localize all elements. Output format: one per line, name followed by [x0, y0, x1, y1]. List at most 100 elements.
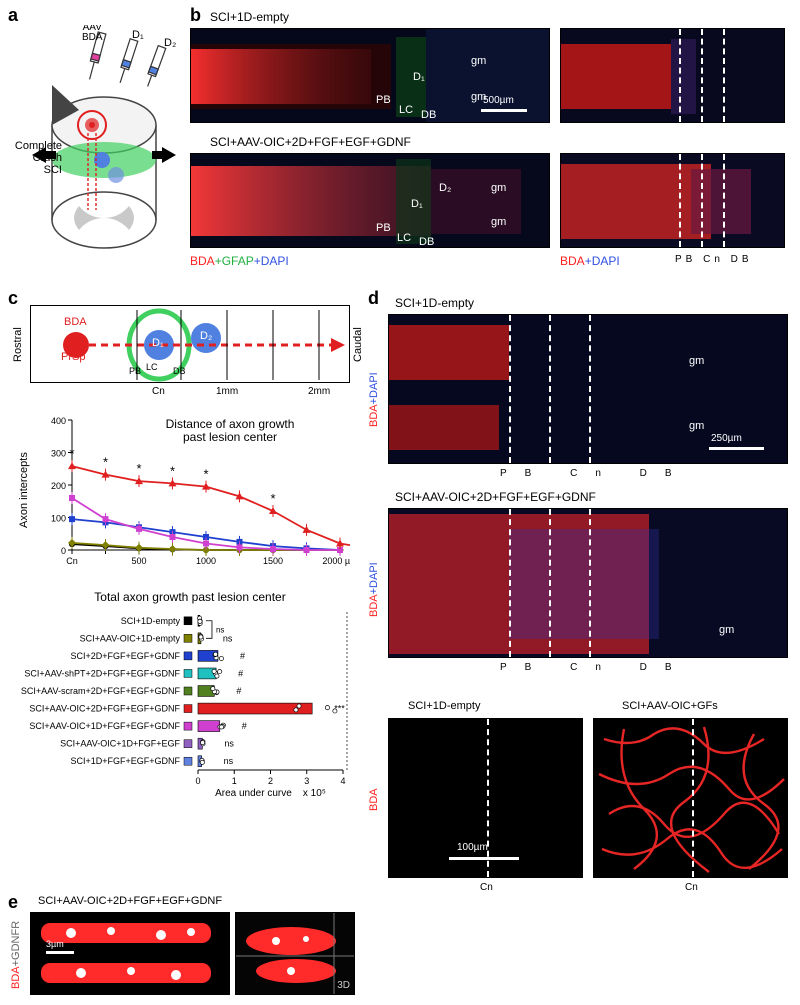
d-r2-gm: gm: [719, 624, 734, 636]
panel-label-a: a: [8, 5, 18, 26]
panel-label-b: b: [190, 5, 201, 26]
svg-text:200: 200: [51, 481, 66, 491]
b-row2-left-image: PB LC DB D₁ D₂ gm gm: [190, 153, 550, 248]
svg-text:ns: ns: [223, 633, 233, 643]
svg-text:***: ***: [334, 704, 345, 714]
d-small-right-label: SCI+AAV-OIC+GFs: [622, 700, 718, 712]
svg-text:#: #: [240, 651, 245, 661]
e-cond-label: SCI+AAV-OIC+2D+FGF+EGF+GDNF: [38, 895, 222, 907]
b-r2l-gm2: gm: [491, 216, 506, 228]
b-r1l-d1: D₁: [413, 71, 425, 83]
d-small-stain: BDA: [368, 750, 380, 850]
b-r1l-lc: LC: [399, 104, 413, 116]
svg-text:SCI+AAV-OIC+2D+FGF+EGF+GDNF: SCI+AAV-OIC+2D+FGF+EGF+GDNF: [29, 704, 180, 714]
svg-text:*: *: [136, 461, 141, 476]
d-small-left-label: SCI+1D-empty: [408, 700, 480, 712]
c-schematic: BDA PrSp D₁ D₂ PB LC DB: [30, 305, 350, 383]
d-r1-gm1: gm: [689, 355, 704, 367]
d-row1-marks: PB Cn DB: [500, 468, 690, 479]
svg-text:SCI+AAV-shPT+2D+FGF+EGF+GDNF: SCI+AAV-shPT+2D+FGF+EGF+GDNF: [24, 668, 180, 678]
syringe-2-label: D₁: [132, 29, 144, 41]
svg-text:SCI+AAV-OIC+1D+FGF+EGF: SCI+AAV-OIC+1D+FGF+EGF: [60, 739, 180, 749]
d-row1-scalebar-text: 250µm: [711, 433, 742, 444]
b-right-marks: PB Cn DB: [675, 254, 753, 265]
c-schem-cn: Cn: [152, 386, 165, 397]
svg-text:ns: ns: [224, 756, 234, 766]
b-cond1-label: SCI+1D-empty: [210, 10, 289, 24]
d-small-scalebar: [449, 857, 519, 860]
svg-text:SCI+1D+FGF+EGF+GDNF: SCI+1D+FGF+EGF+GDNF: [70, 756, 180, 766]
c-line-title: Distance of axon growthpast lesion cente…: [130, 418, 330, 444]
d-row1-scalebar: [709, 447, 764, 450]
b-r1l-gm1: gm: [471, 55, 486, 67]
e-left-image: 3µm: [30, 912, 230, 995]
c-schem-1mm: 1mm: [216, 386, 238, 397]
svg-text:300: 300: [51, 449, 66, 459]
e-scalebar-text: 3µm: [46, 939, 64, 949]
svg-text:SCI+AAV-scram+2D+FGF+EGF+GDNF: SCI+AAV-scram+2D+FGF+EGF+GDNF: [21, 686, 181, 696]
c-bar-chart: 0 1 2 3 4 Area under curve x 10⁵ SCI+1D-empty n…: [10, 608, 355, 798]
b-stain2: BDA+DAPI: [560, 254, 620, 268]
svg-text:1: 1: [232, 776, 237, 786]
d-small-scalebar-text: 100µm: [457, 842, 488, 853]
svg-text:SCI+AAV-OIC+1D+FGF+EGF+GDNF: SCI+AAV-OIC+1D+FGF+EGF+GDNF: [29, 721, 180, 731]
panel-label-d: d: [368, 288, 379, 309]
svg-text:*: *: [103, 455, 108, 470]
c-bar-title: Total axon growth past lesion center: [40, 590, 340, 604]
e-right-image: 3D: [235, 912, 355, 995]
e-3d-label: 3D: [337, 980, 350, 991]
b-r2l-lc: LC: [397, 232, 411, 244]
svg-text:SCI+1D-empty: SCI+1D-empty: [121, 616, 181, 626]
svg-text:ns: ns: [224, 739, 234, 749]
svg-text:2: 2: [268, 776, 273, 786]
c-schem-db: DB: [173, 366, 186, 376]
panel-label-c: c: [8, 288, 18, 309]
b-r2l-db: DB: [419, 236, 434, 248]
syringe-1-label: AAVBDA: [82, 25, 103, 43]
c-schem-caudal: Caudal: [352, 312, 364, 377]
c-schem-rostral: Rostral: [12, 312, 24, 377]
b-r1l-db: DB: [421, 109, 436, 121]
d-row1-image: gm gm 250µm: [388, 314, 788, 464]
d-cond1-label: SCI+1D-empty: [395, 296, 474, 310]
svg-text:*: *: [170, 463, 175, 478]
svg-text:#: #: [238, 668, 243, 678]
e-stain: BDA+GDNFR: [10, 915, 22, 995]
b-cond2-label: SCI+AAV-OIC+2D+FGF+EGF+GDNF: [210, 135, 411, 149]
syringe-3-label: D₂: [164, 37, 176, 49]
b-r2l-d2: D₂: [439, 182, 451, 194]
svg-text:SCI+2D+FGF+EGF+GDNF: SCI+2D+FGF+EGF+GDNF: [70, 651, 180, 661]
svg-text:500: 500: [131, 556, 146, 566]
svg-text:1000: 1000: [196, 556, 216, 566]
svg-text:0: 0: [195, 776, 200, 786]
d-row1-stain: BDA+DAPI: [368, 340, 380, 460]
d-cond2-label: SCI+AAV-OIC+2D+FGF+EGF+GDNF: [395, 490, 596, 504]
c-schem-2mm: 2mm: [308, 386, 330, 397]
d-small-right-image: [593, 718, 788, 878]
svg-text:4: 4: [340, 776, 345, 786]
svg-text:1500: 1500: [263, 556, 283, 566]
svg-text:SCI+AAV-OIC+1D-empty: SCI+AAV-OIC+1D-empty: [80, 633, 181, 643]
c-schem-d1: D₁: [152, 337, 164, 349]
b-row2-right-image: [560, 153, 785, 248]
svg-text:400: 400: [51, 416, 66, 426]
d-small-right-cn: Cn: [685, 882, 698, 893]
b-row1-scalebar-text: 500µm: [483, 95, 514, 106]
d-small-left-cn: Cn: [480, 882, 493, 893]
svg-text:3: 3: [304, 776, 309, 786]
panel-label-e: e: [8, 892, 18, 913]
svg-text:ns: ns: [216, 626, 224, 635]
svg-text:#: #: [242, 721, 247, 731]
b-stain1: BDA+GFAP+DAPI: [190, 254, 289, 268]
svg-text:0: 0: [61, 546, 66, 556]
b-r2l-pb: PB: [376, 222, 391, 234]
d-row2-marks: PB Cn DB: [500, 662, 690, 673]
d-r1-gm2: gm: [689, 420, 704, 432]
c-schem-d2: D₂: [200, 330, 212, 342]
c-schem-pb: PB: [129, 366, 141, 376]
e-scalebar: [46, 951, 74, 954]
sci-arrow-label: CompleteCrushSCI: [2, 140, 62, 176]
svg-text:Area under curve x 10⁵: Area under curve x 10⁵: [215, 788, 326, 798]
b-row1-scalebar: [481, 109, 527, 112]
svg-text:Cn: Cn: [66, 556, 78, 566]
